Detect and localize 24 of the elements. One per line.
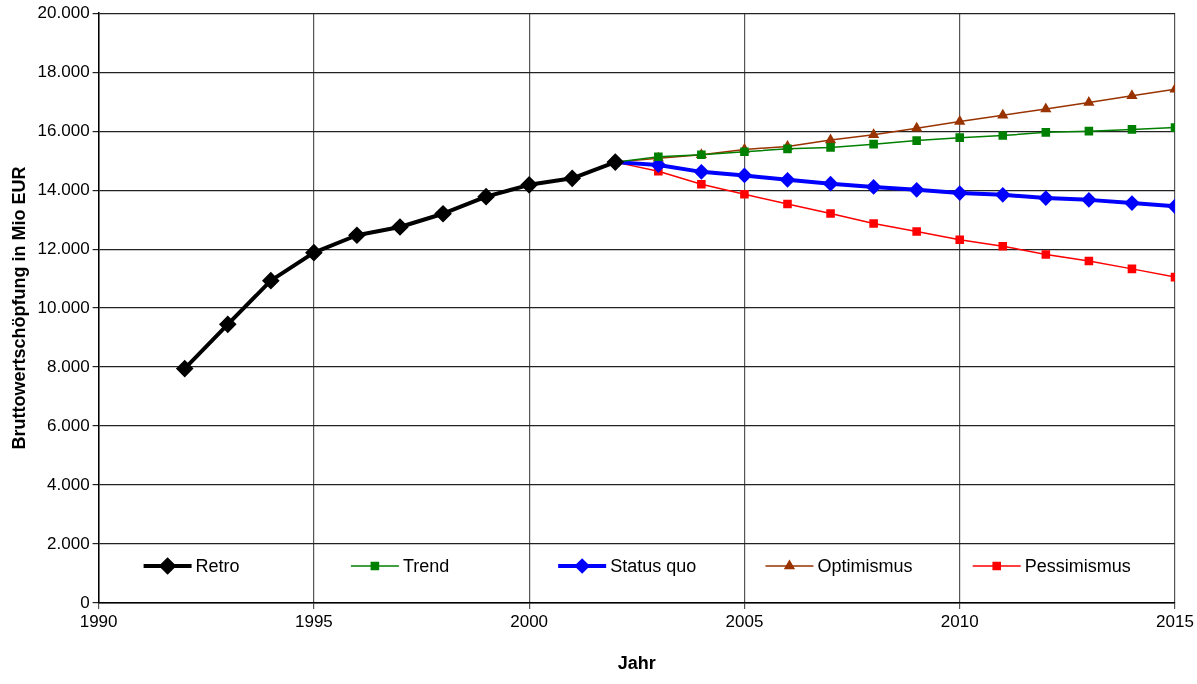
y-tick-label: 10.000 bbox=[37, 297, 90, 317]
x-tick-label: 1995 bbox=[294, 611, 333, 631]
y-tick-label: 4.000 bbox=[47, 474, 90, 494]
y-tick-label: 20.000 bbox=[37, 2, 90, 22]
x-tick-label: 2015 bbox=[1156, 611, 1194, 631]
x-tick-label: 2005 bbox=[725, 611, 764, 631]
legend-label: Pessimismus bbox=[1024, 555, 1131, 576]
x-axis-title: Jahr bbox=[617, 653, 656, 674]
legend-label: Trend bbox=[402, 555, 450, 576]
legend-label: Retro bbox=[195, 555, 240, 576]
legend-label: Optimismus bbox=[817, 555, 913, 576]
y-tick-label: 16.000 bbox=[37, 120, 90, 140]
y-axis-title: Bruttowertschöpfung in Mio EUR bbox=[8, 166, 29, 450]
x-tick-label: 2010 bbox=[940, 611, 979, 631]
legend-label: Status quo bbox=[610, 555, 697, 576]
y-tick-label: 0 bbox=[80, 592, 90, 612]
y-tick-label: 14.000 bbox=[37, 179, 90, 199]
x-tick-label: 2000 bbox=[510, 611, 549, 631]
x-tick-label: 1990 bbox=[79, 611, 118, 631]
y-tick-label: 6.000 bbox=[47, 415, 90, 435]
y-tick-label: 18.000 bbox=[37, 61, 90, 81]
y-tick-label: 2.000 bbox=[47, 533, 90, 553]
y-tick-label: 12.000 bbox=[37, 238, 90, 258]
y-tick-label: 8.000 bbox=[47, 356, 90, 376]
